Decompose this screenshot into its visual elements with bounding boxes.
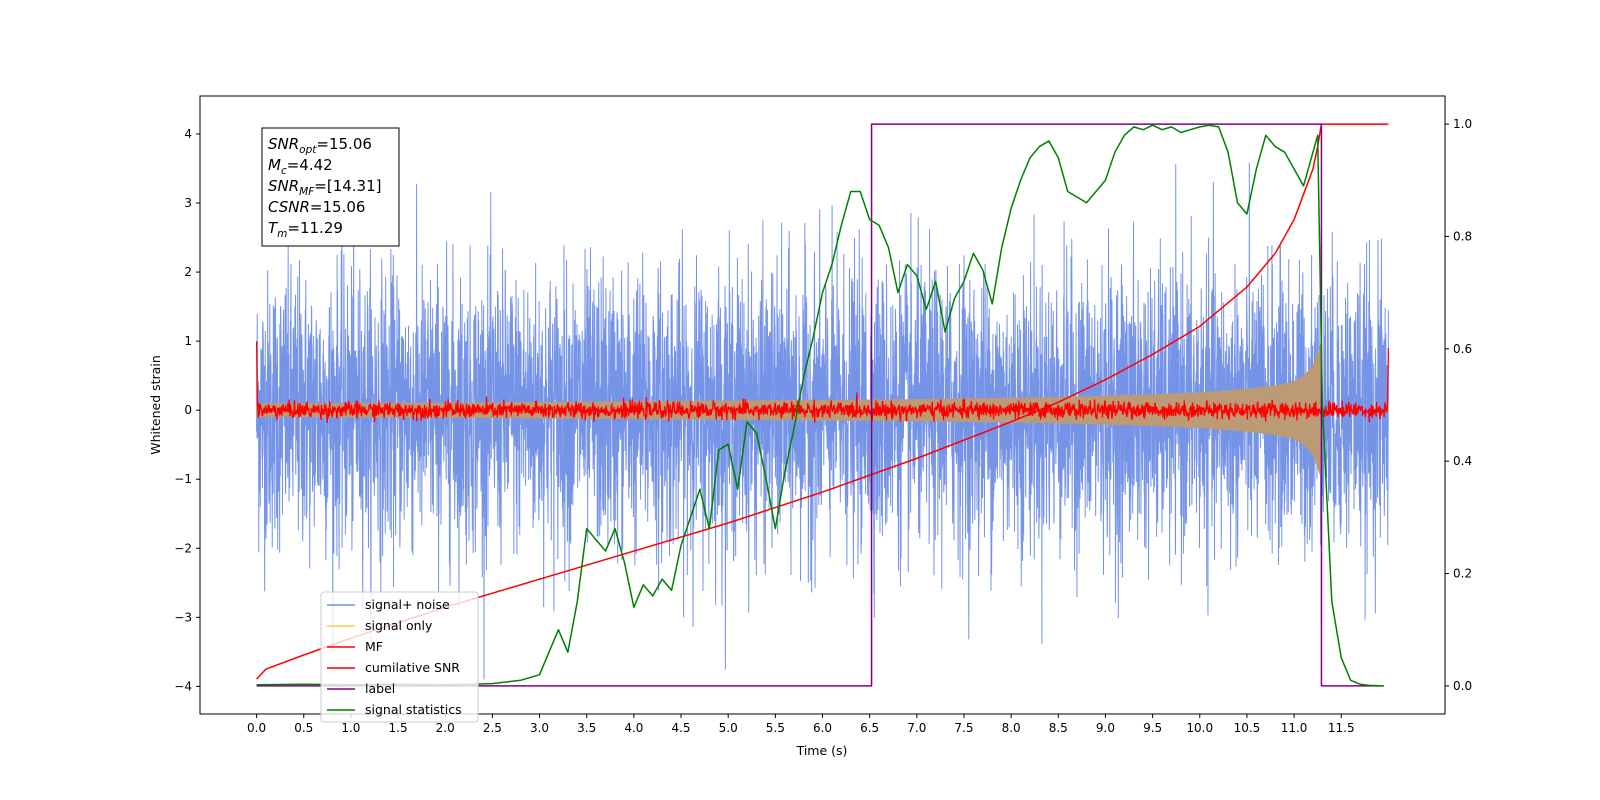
x-tick-label: 10.5 (1234, 721, 1261, 735)
y-tick-label: −4 (174, 679, 192, 693)
legend-label: signal statistics (365, 702, 462, 717)
y2-tick-label: 0.0 (1453, 679, 1472, 693)
y-tick-label: 3 (184, 196, 192, 210)
legend-label: cumilative SNR (365, 660, 460, 675)
x-tick-label: 1.5 (389, 721, 408, 735)
annotation-box: SNRopt=15.06Mc=4.42SNRMF=[14.31]CSNR=15.… (261, 127, 400, 247)
x-tick-label: 0.0 (247, 721, 266, 735)
x-tick-label: 5.0 (719, 721, 738, 735)
legend-frame (320, 591, 479, 723)
legend-label: MF (365, 639, 383, 654)
x-tick-label: 5.5 (766, 721, 785, 735)
y2-tick-label: 0.2 (1453, 567, 1472, 581)
legend: signal+ noise signal only MF cumilative SNR… (320, 591, 479, 723)
annotation-line: CSNR=15.06 (268, 198, 365, 216)
x-tick-label: 1.0 (341, 721, 360, 735)
y2-tick-label: 0.6 (1453, 342, 1472, 356)
y-axis-right: 1.0 0.8 0.6 0.4 0.2 0.0 (1445, 117, 1472, 693)
annotation-line: Tm=11.29 (268, 219, 343, 240)
x-tick-label: 2.5 (483, 721, 502, 735)
x-tick-label: 4.5 (671, 721, 690, 735)
y-tick-label: −3 (174, 610, 192, 624)
x-tick-label: 7.5 (954, 721, 973, 735)
y-tick-label: −1 (174, 472, 192, 486)
y2-tick-label: 1.0 (1453, 117, 1472, 131)
series-signal-statistics (256, 124, 1384, 687)
y-tick-label: −2 (174, 541, 192, 555)
x-tick-label: 8.0 (1002, 721, 1021, 735)
legend-label: label (365, 681, 395, 696)
x-tick-label: 9.5 (1143, 721, 1162, 735)
series-label (256, 123, 1384, 687)
annotation-line: SNRMF=[14.31] (268, 177, 382, 198)
x-tick-label: 4.0 (624, 721, 643, 735)
x-tick-label: 11.5 (1328, 721, 1355, 735)
x-tick-label: 2.0 (436, 721, 455, 735)
x-tick-label: 7.0 (907, 721, 926, 735)
y-tick-label: 1 (184, 334, 192, 348)
y-axis-left: 4 3 2 1 0 −1 −2 −3 −4 (174, 127, 200, 693)
x-tick-label: 6.0 (813, 721, 832, 735)
y-tick-label: 4 (184, 127, 192, 141)
legend-label: signal+ noise (365, 597, 450, 612)
annotation-line: SNRopt=15.06 (268, 135, 372, 156)
annotation-line: Mc=4.42 (268, 156, 333, 177)
x-tick-label: 10.0 (1186, 721, 1213, 735)
y-axis-label: Whitened strain (148, 355, 163, 454)
x-tick-label: 3.0 (530, 721, 549, 735)
x-axis: 0.0 0.5 1.0 1.5 2.0 2.5 3.0 3.5 4.0 4.5 5.0 5.5 6.0 6… (247, 714, 1355, 735)
y-tick-label: 0 (184, 403, 192, 417)
x-tick-label: 6.5 (860, 721, 879, 735)
x-tick-label: 8.5 (1049, 721, 1068, 735)
x-axis-label: Time (s) (796, 743, 848, 758)
legend-label: signal only (365, 618, 433, 633)
y2-tick-label: 0.8 (1453, 229, 1472, 243)
x-tick-label: 9.0 (1096, 721, 1115, 735)
series-mf (255, 341, 1390, 424)
x-tick-label: 11.0 (1281, 721, 1308, 735)
x-tick-label: 0.5 (294, 721, 313, 735)
annotation-frame (261, 127, 400, 247)
x-tick-label: 3.5 (577, 721, 596, 735)
y2-tick-label: 0.4 (1453, 454, 1472, 468)
y-tick-label: 2 (184, 265, 192, 279)
